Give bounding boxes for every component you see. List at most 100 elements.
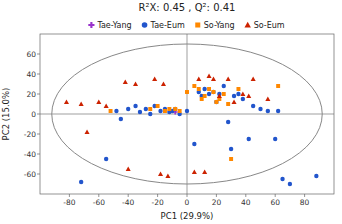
tick-label: -60 <box>93 198 105 207</box>
legend-label: So-Yang <box>204 21 235 30</box>
point <box>133 104 137 108</box>
point <box>226 120 230 124</box>
point <box>207 87 211 91</box>
tick-label: 0 <box>31 110 36 119</box>
point <box>273 137 277 141</box>
tick <box>37 94 40 95</box>
tick <box>216 194 217 197</box>
tick <box>37 54 40 55</box>
point <box>148 112 152 116</box>
tick <box>275 194 276 197</box>
tick-label: 60 <box>26 50 36 59</box>
point <box>229 147 233 151</box>
legend-item: Tae-Eum <box>142 21 185 30</box>
tick <box>37 134 40 135</box>
point <box>126 107 130 111</box>
point <box>222 92 226 96</box>
chart: R²X: 0.45 , Q²: 0.41-80-60-40-2002040608… <box>0 0 342 224</box>
point <box>197 87 201 91</box>
tick <box>245 194 246 197</box>
point <box>247 137 251 141</box>
point <box>123 79 128 84</box>
point <box>276 109 280 113</box>
confidence-ellipse <box>52 44 322 184</box>
point <box>192 169 197 174</box>
series <box>79 84 319 186</box>
point <box>109 109 113 113</box>
legend-marker <box>142 22 148 28</box>
point <box>152 76 157 81</box>
tick-label: -20 <box>24 130 36 139</box>
point <box>280 177 284 181</box>
tick <box>157 194 158 197</box>
tick <box>37 154 40 155</box>
point <box>211 76 216 81</box>
point <box>232 94 236 98</box>
point <box>207 73 212 78</box>
point <box>240 91 245 96</box>
point <box>85 129 90 134</box>
point <box>79 101 84 106</box>
legend-label: Tae-Eum <box>150 21 185 30</box>
tick-label: 40 <box>241 198 251 207</box>
point <box>251 104 255 108</box>
tick <box>98 194 99 197</box>
legend-marker <box>244 22 250 28</box>
point <box>202 169 207 174</box>
point <box>167 107 171 111</box>
tick <box>304 194 305 197</box>
origin-line <box>187 34 188 194</box>
tick-label: -60 <box>24 170 36 179</box>
point <box>96 99 101 104</box>
tick-label: -40 <box>24 150 36 159</box>
point <box>211 90 215 94</box>
plot-area <box>40 34 334 194</box>
point <box>148 107 152 111</box>
point <box>158 171 163 176</box>
point <box>156 104 160 108</box>
point <box>266 109 270 113</box>
point <box>203 94 207 98</box>
tick <box>187 194 188 197</box>
point <box>207 92 211 96</box>
plot-frame <box>40 34 334 194</box>
point <box>104 103 109 108</box>
point <box>276 84 280 88</box>
point <box>144 107 148 111</box>
x-axis-label: PC1 (29.9%) <box>161 211 214 221</box>
legend-marker <box>195 22 200 27</box>
point <box>163 109 167 113</box>
legend-item: So-Eum <box>244 21 284 30</box>
legend-marker <box>88 22 94 28</box>
point <box>288 182 292 186</box>
tick-label: 80 <box>300 198 310 207</box>
point <box>114 109 118 113</box>
tick <box>69 194 70 197</box>
legend: Tae-Yang Tae-Eum So-Yang So-Eum <box>88 21 284 30</box>
legend-label: Tae-Yang <box>96 21 131 30</box>
tick <box>128 194 129 197</box>
tick-label: -20 <box>151 198 163 207</box>
point <box>222 84 226 88</box>
point <box>236 92 240 96</box>
point <box>229 157 233 161</box>
tick-label: 60 <box>270 198 280 207</box>
y-axis-label: PC2 (15.0%) <box>1 88 11 141</box>
point <box>133 81 138 86</box>
legend-item: So-Yang <box>195 21 234 30</box>
point <box>64 99 69 104</box>
tick-label: -40 <box>122 198 134 207</box>
point <box>236 87 240 91</box>
point <box>173 107 177 111</box>
point <box>314 174 318 178</box>
point <box>161 81 166 86</box>
tick <box>37 74 40 75</box>
point <box>246 93 251 98</box>
point <box>185 90 189 94</box>
point <box>119 117 123 121</box>
point <box>158 109 162 113</box>
tick <box>37 114 40 115</box>
tick-label: 20 <box>26 90 36 99</box>
point <box>178 109 182 113</box>
point <box>251 76 256 81</box>
